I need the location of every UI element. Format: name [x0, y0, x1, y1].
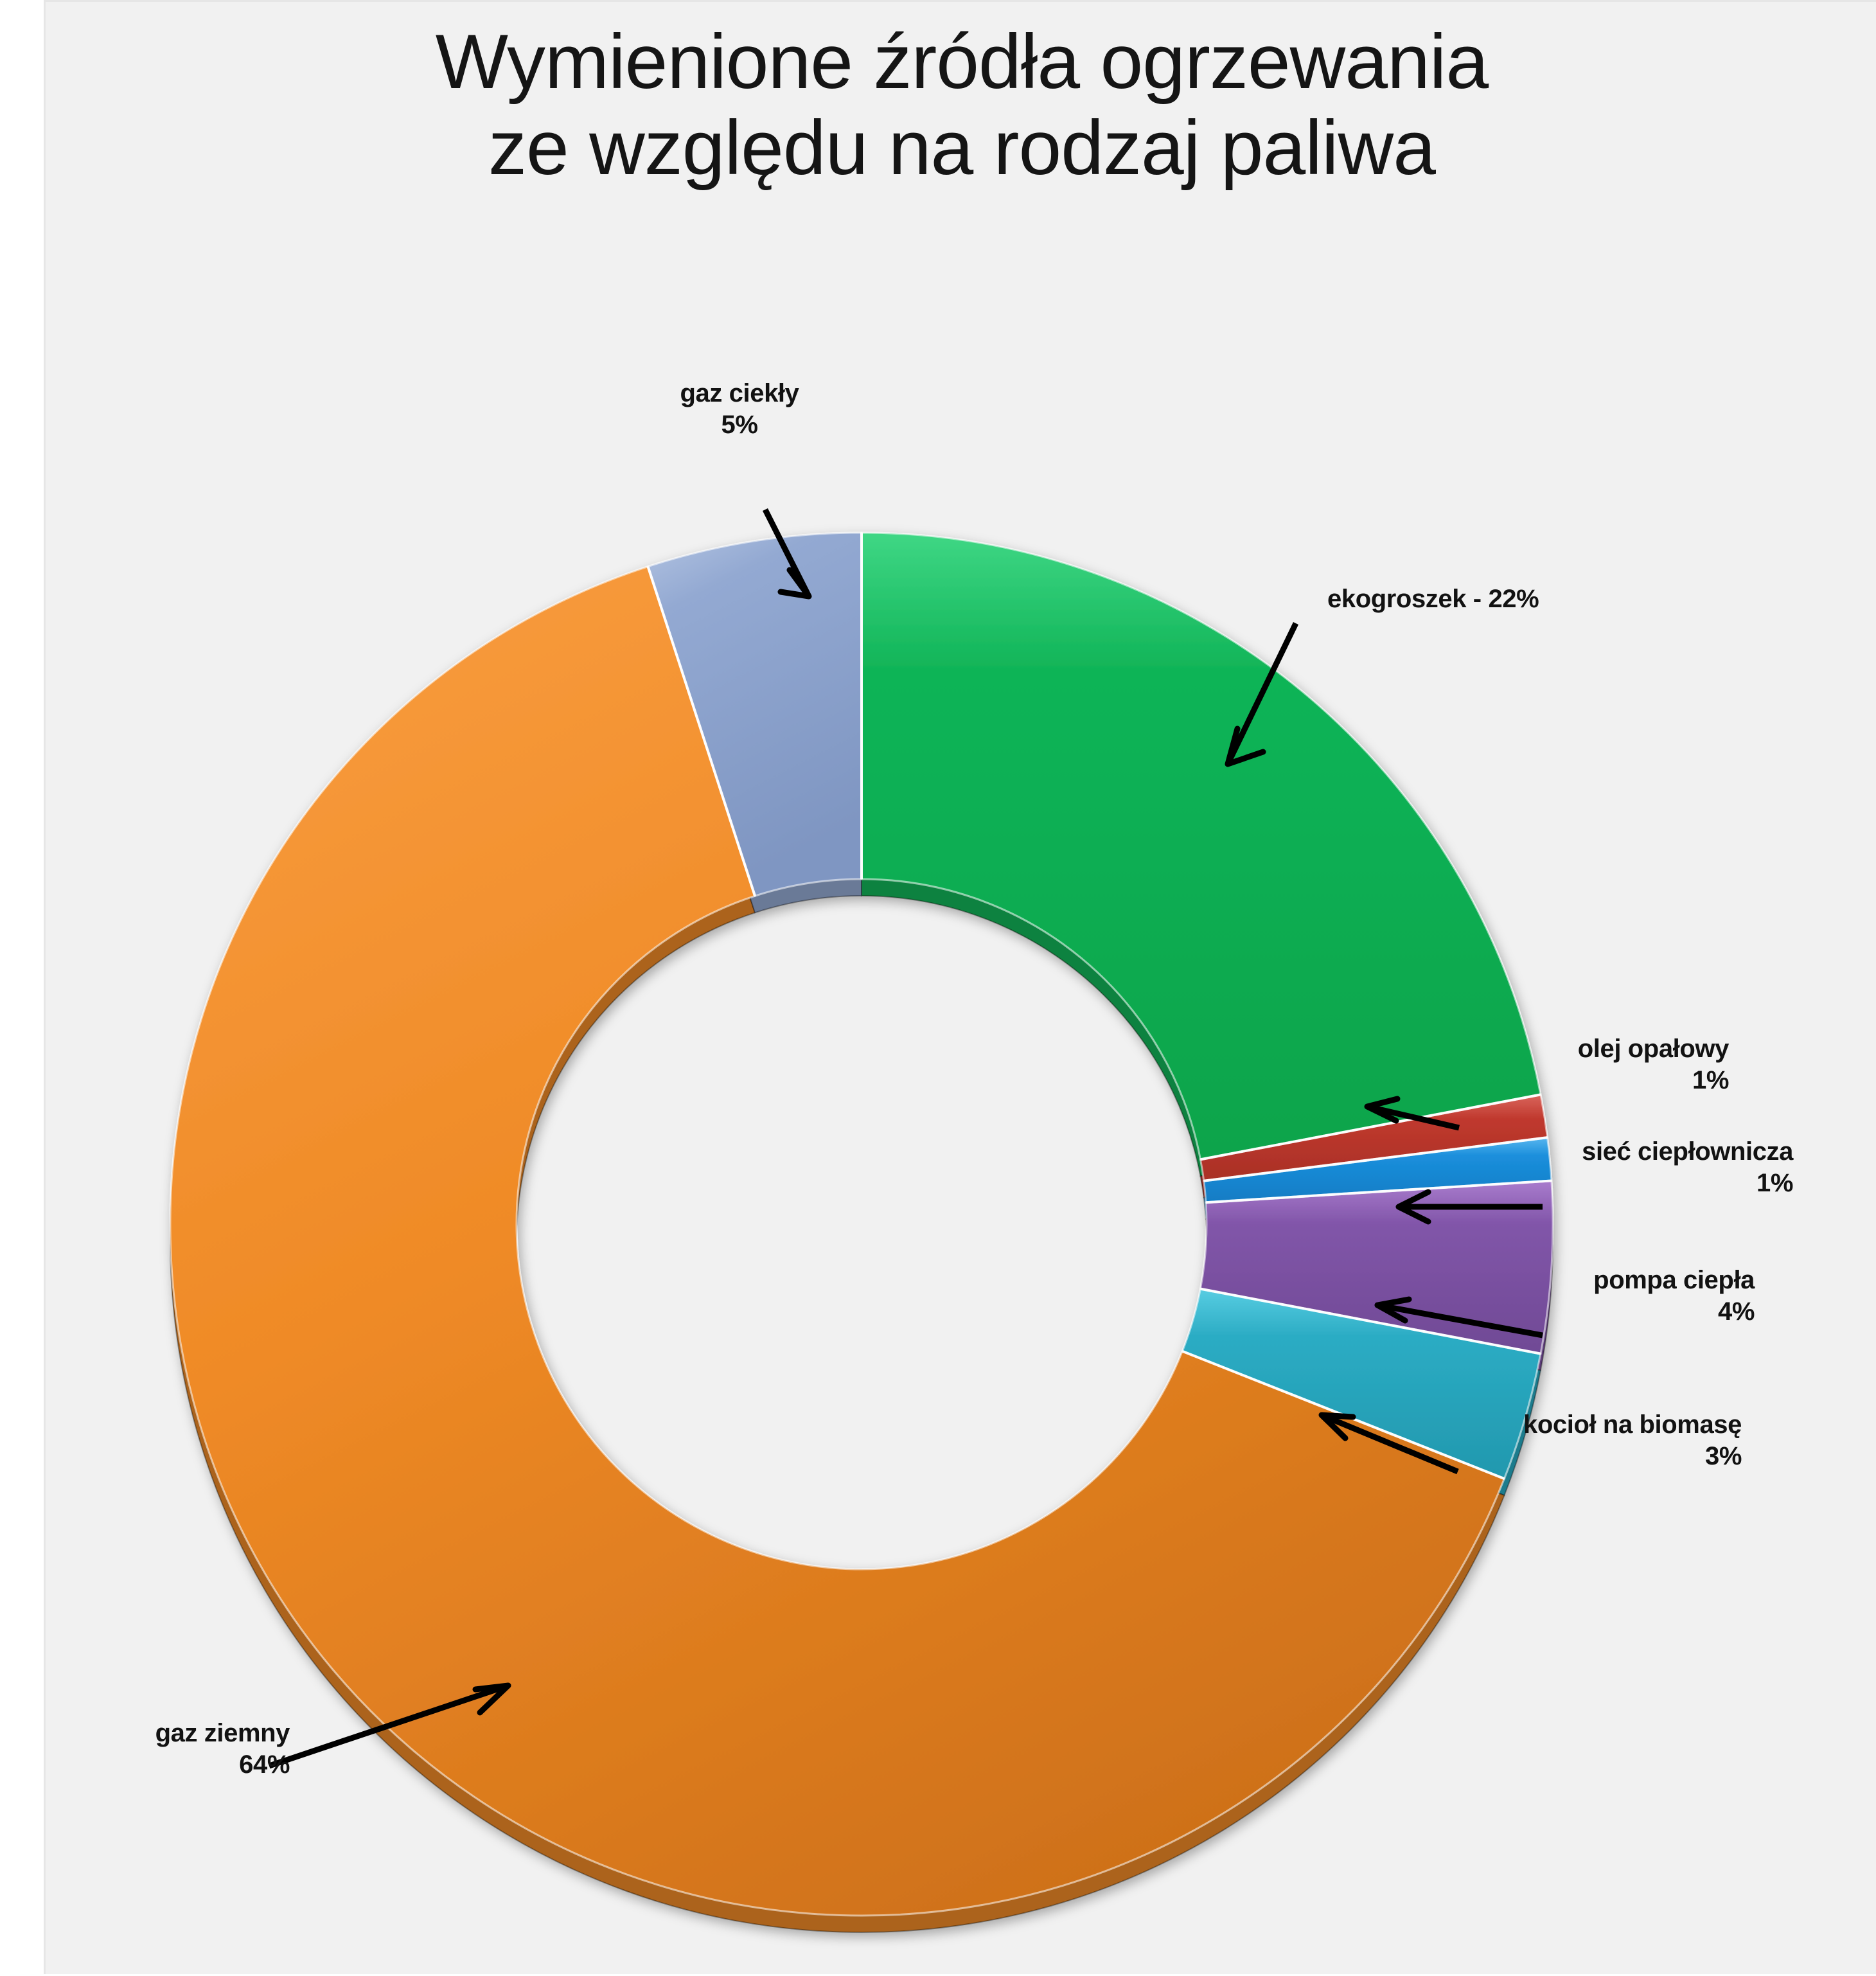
- slice-divider: [1200, 1287, 1541, 1355]
- label-gaz-ziemny-name: gaz ziemny: [155, 1719, 290, 1747]
- label-gaz-ciekly: gaz ciekły 5%: [662, 378, 817, 441]
- label-kociol-na-biomase: kocioł na biomasę 3%: [1266, 1409, 1742, 1472]
- label-kociol-na-biomase-value: 3%: [1704, 1441, 1742, 1470]
- label-gaz-ziemny-value: 64%: [239, 1750, 290, 1779]
- label-siec-cieplownicza: sieć ciepłownicza 1%: [1305, 1136, 1793, 1199]
- label-olej-opalowy: olej opałowy 1%: [1305, 1033, 1730, 1096]
- label-siec-cieplownicza-value: 1%: [1756, 1168, 1793, 1197]
- chart-area: Wymienione źródła ogrzewania ze względu …: [44, 0, 1876, 1974]
- label-pompa-ciepla: pompa ciepła 4%: [1305, 1265, 1755, 1328]
- donut-slice[interactable]: [860, 531, 1542, 1161]
- slice-divider: [1203, 1136, 1548, 1182]
- label-ekogroszek: ekogroszek - 22%: [1327, 583, 1597, 615]
- slice-divider: [646, 566, 756, 896]
- leader-lines: [268, 508, 1543, 1769]
- label-olej-opalowy-name: olej opałowy: [1577, 1035, 1730, 1063]
- chart-title: Wymienione źródła ogrzewania ze względu …: [435, 19, 1489, 191]
- donut-slice[interactable]: [169, 565, 1506, 1917]
- label-kociol-na-biomase-name: kocioł na biomasę: [1523, 1411, 1742, 1439]
- donut-chart: [169, 508, 1554, 1933]
- label-pompa-ciepla-name: pompa ciepła: [1593, 1266, 1755, 1294]
- slice-divider: [1205, 1179, 1552, 1204]
- label-gaz-ciekly-value: 5%: [721, 410, 758, 439]
- label-ekogroszek-name: ekogroszek - 22%: [1327, 585, 1539, 613]
- label-olej-opalowy-value: 1%: [1692, 1065, 1729, 1094]
- label-gaz-ziemny: gaz ziemny 64%: [46, 1718, 290, 1781]
- label-pompa-ciepla-value: 4%: [1717, 1297, 1755, 1326]
- label-siec-cieplownicza-name: sieć ciepłownicza: [1582, 1137, 1793, 1166]
- donut-slices: [169, 531, 1554, 1933]
- label-gaz-ciekly-name: gaz ciekły: [680, 379, 799, 407]
- slice-divider: [1200, 1093, 1541, 1161]
